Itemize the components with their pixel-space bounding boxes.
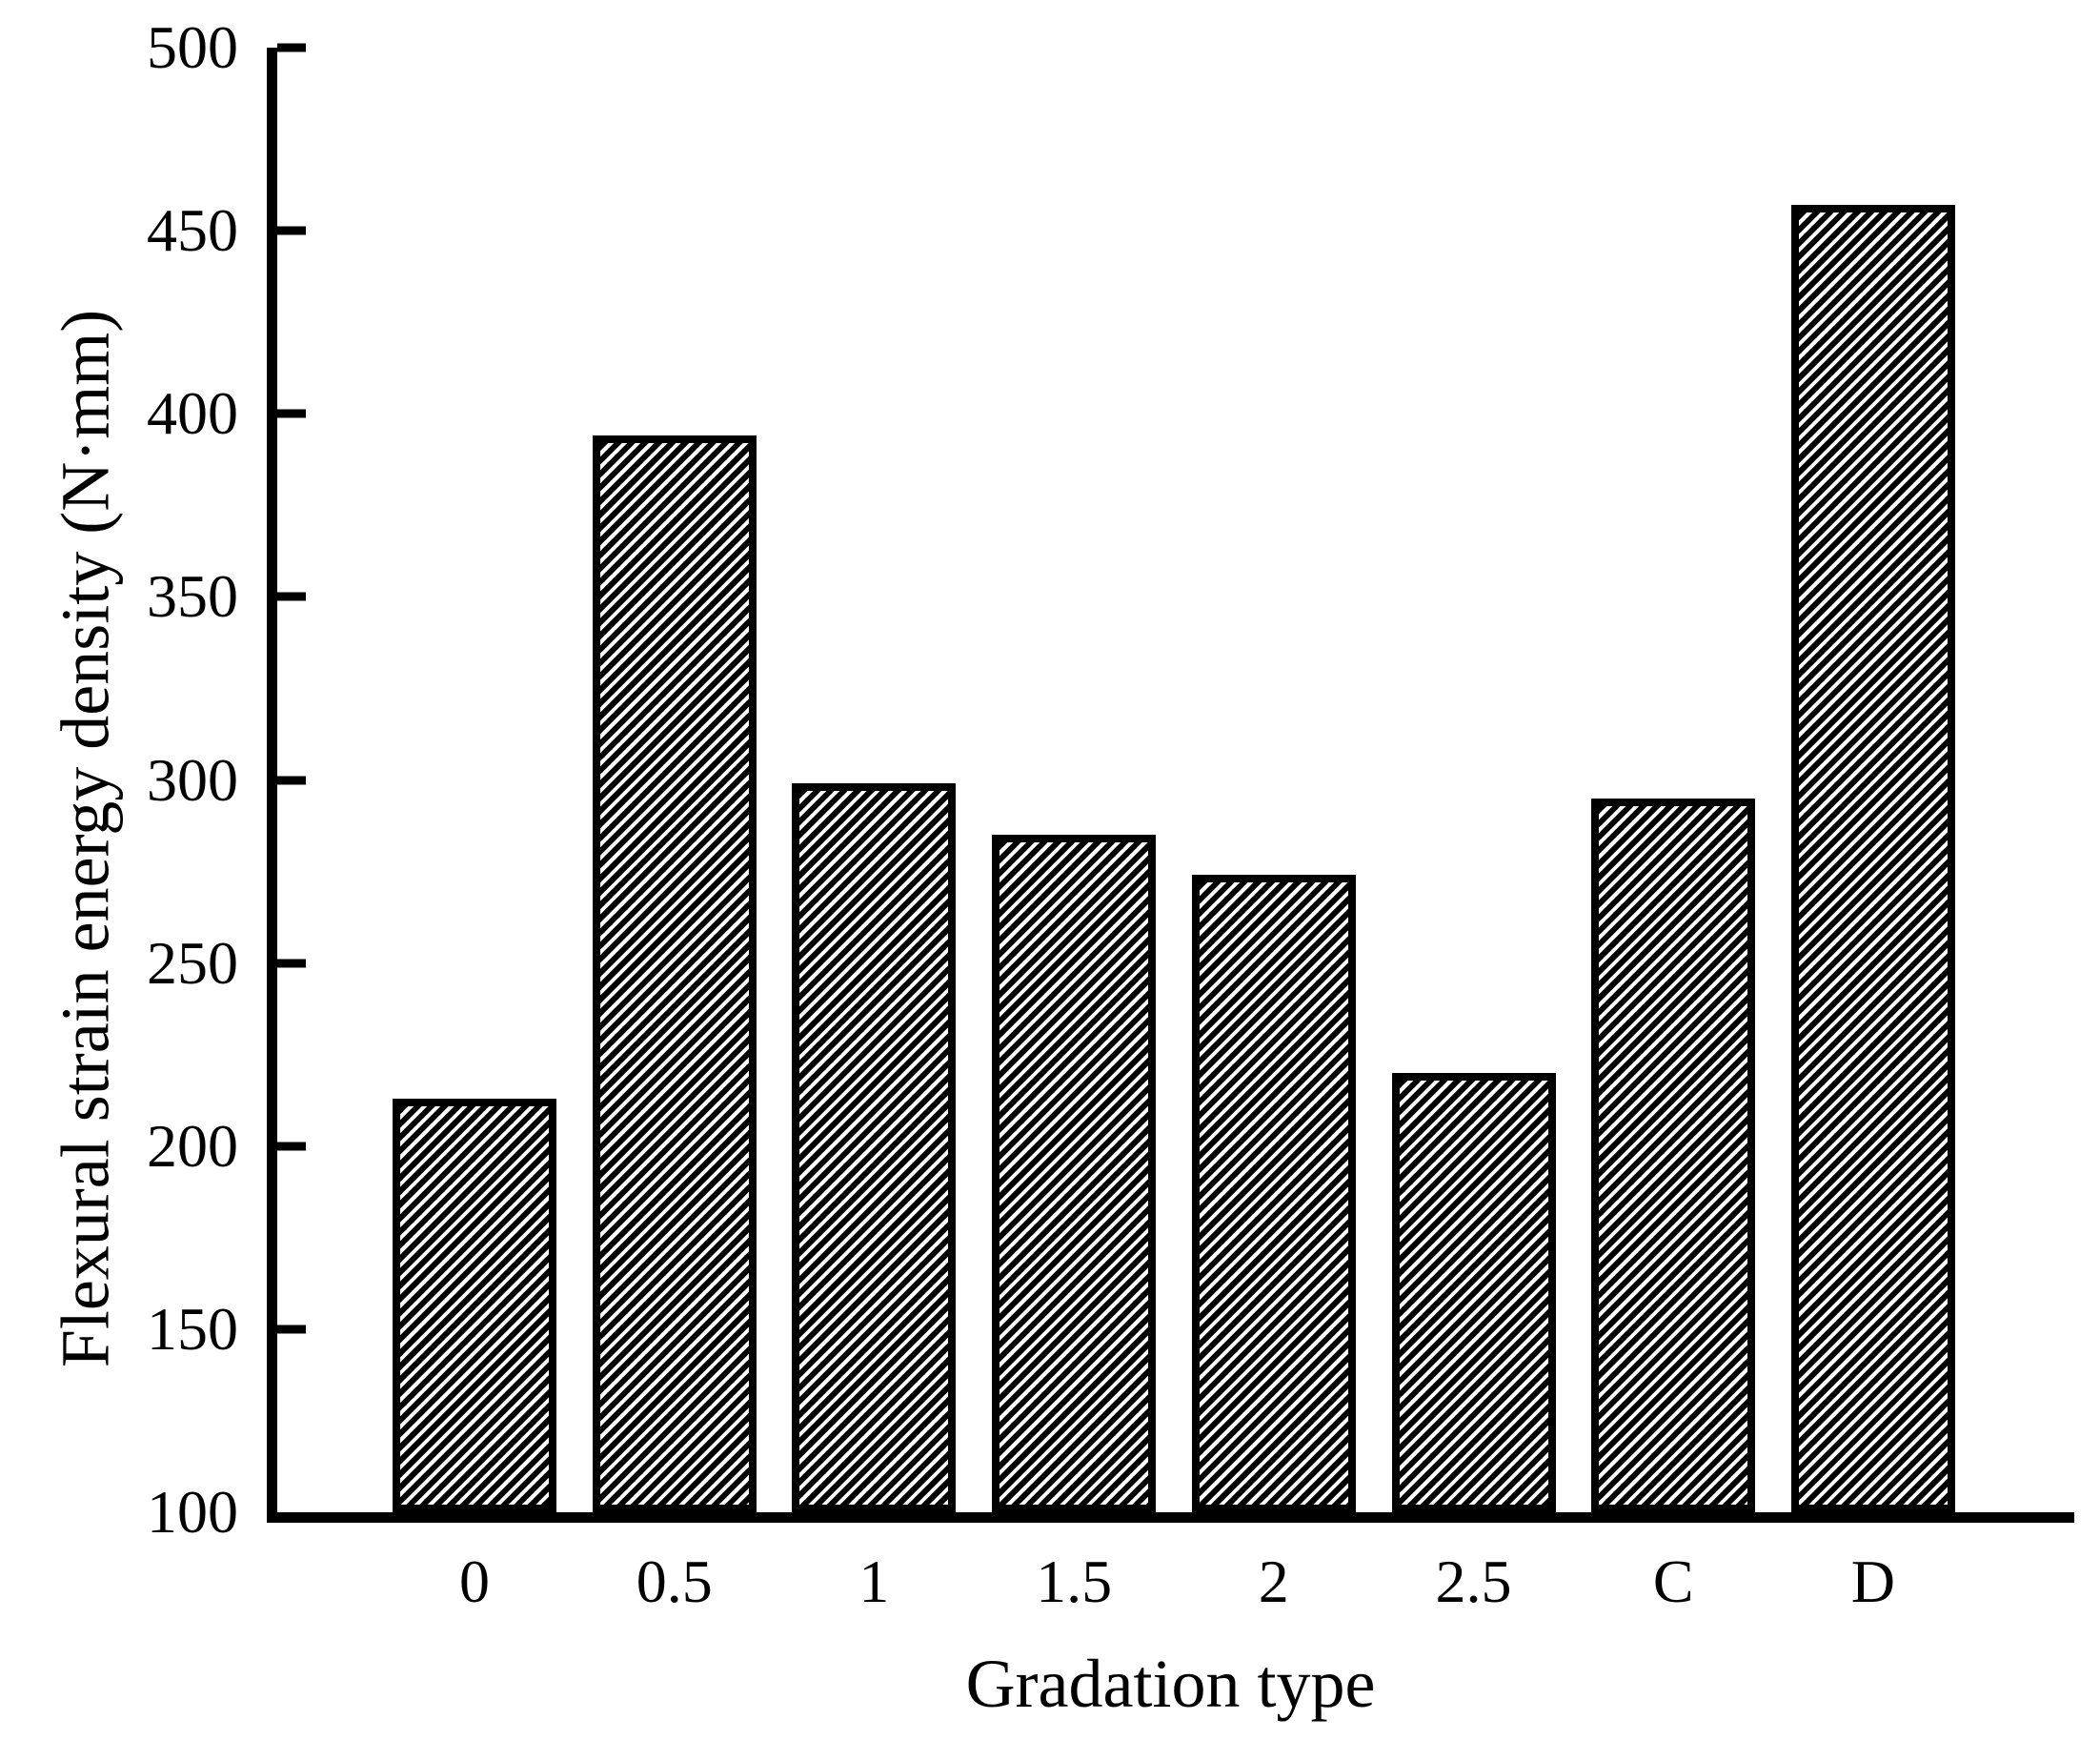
bar-0.5: [592, 435, 757, 1512]
bar-0: [393, 1098, 556, 1512]
x-tick-label: 2.5: [1435, 1548, 1512, 1615]
y-tick-200: [277, 1142, 306, 1151]
y-tick-label: 250: [147, 928, 238, 997]
bar-1.5: [992, 835, 1157, 1512]
y-tick-450: [277, 226, 306, 235]
y-tick-label: 150: [147, 1294, 238, 1363]
y-tick-label: 300: [147, 745, 238, 814]
x-tick-label: 0.5: [636, 1548, 713, 1615]
bar-D: [1790, 205, 1955, 1512]
y-tick-label: 350: [147, 562, 238, 631]
y-tick-400: [277, 409, 306, 418]
y-tick-150: [277, 1325, 306, 1334]
y-tick-label: 100: [147, 1478, 238, 1546]
x-axis-title: Gradation type: [965, 1646, 1376, 1722]
x-tick-label: 1.5: [1036, 1548, 1113, 1615]
x-tick-label: 1: [858, 1548, 890, 1615]
y-tick-label: 450: [147, 196, 238, 265]
bar-C: [1591, 798, 1756, 1512]
bar-2.5: [1391, 1072, 1556, 1512]
y-tick-300: [277, 776, 306, 784]
x-tick-label: 0: [459, 1548, 490, 1615]
bar-2: [1191, 875, 1356, 1512]
y-tick-label: 200: [147, 1111, 238, 1180]
x-tick-label: D: [1850, 1548, 1895, 1615]
y-tick-350: [277, 592, 306, 601]
bar-1: [792, 783, 957, 1512]
y-tick-label: 400: [147, 379, 238, 448]
y-axis-title: Flexural strain energy density (N·mm): [47, 309, 124, 1368]
y-tick-label: 500: [147, 13, 238, 81]
y-tick-500: [277, 43, 306, 52]
x-tick-label: 2: [1258, 1548, 1289, 1615]
x-tick-label: C: [1652, 1548, 1694, 1615]
plot-area: [267, 43, 2074, 1523]
y-tick-250: [277, 959, 306, 968]
